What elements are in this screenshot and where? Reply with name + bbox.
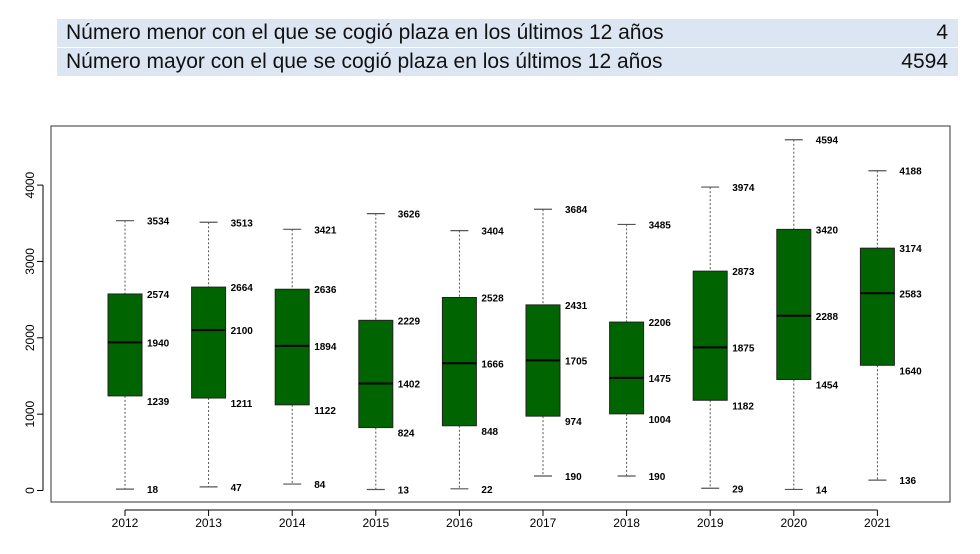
label-max-2019: 3974 [732, 183, 755, 194]
label-min-2016: 22 [481, 485, 493, 496]
box-2021 [859, 247, 895, 366]
label-q3-2020: 3420 [816, 225, 839, 236]
x-tick-label-2018: 2018 [613, 516, 640, 530]
label-min-2015: 13 [398, 486, 410, 497]
label-q3-2018: 2206 [649, 318, 672, 329]
info-value-max: 4594 [901, 50, 948, 73]
label-max-2020: 4594 [816, 136, 839, 147]
label-min-2013: 47 [231, 483, 243, 494]
label-q1-2013: 1211 [231, 399, 253, 410]
label-q3-2016: 2528 [481, 293, 504, 304]
x-tick-label-2021: 2021 [864, 516, 891, 530]
info-value-min: 4 [936, 21, 948, 44]
x-tick-label-2019: 2019 [697, 516, 724, 530]
x-tick-label-2014: 2014 [279, 516, 306, 530]
label-min-2018: 190 [649, 472, 666, 483]
y-tick-label-1000: 1000 [23, 400, 37, 427]
label-median-2012: 1940 [147, 338, 170, 349]
info-label-min: Número menor con el que se cogió plaza e… [66, 21, 664, 44]
label-q1-2014: 1122 [314, 406, 336, 417]
label-q3-2021: 3174 [899, 244, 922, 255]
box-2014 [274, 288, 310, 406]
label-max-2016: 3404 [481, 227, 504, 238]
label-median-2018: 1475 [649, 374, 672, 385]
box-2016 [441, 296, 477, 427]
label-max-2021: 4188 [899, 167, 922, 178]
label-median-2016: 1666 [481, 359, 504, 370]
label-min-2014: 84 [314, 480, 326, 491]
y-tick-label-4000: 4000 [23, 171, 37, 198]
x-tick-label-2015: 2015 [362, 516, 389, 530]
label-q1-2020: 1454 [816, 380, 839, 391]
label-q1-2019: 1182 [732, 401, 754, 412]
label-q1-2021: 1640 [899, 366, 922, 377]
x-tick-label-2020: 2020 [780, 516, 807, 530]
label-q1-2017: 974 [565, 417, 582, 428]
label-q3-2017: 2431 [565, 301, 588, 312]
label-median-2020: 2288 [816, 312, 839, 323]
label-min-2017: 190 [565, 472, 582, 483]
label-median-2017: 1705 [565, 356, 588, 367]
label-q1-2012: 1239 [147, 397, 170, 408]
box-2018 [609, 321, 645, 415]
label-max-2017: 3684 [565, 205, 588, 216]
box-2015 [358, 319, 394, 429]
y-tick-label-0: 0 [23, 487, 37, 494]
label-median-2019: 1875 [732, 343, 755, 354]
label-max-2015: 3626 [398, 210, 421, 221]
label-q3-2014: 2636 [314, 285, 337, 296]
x-tick-label-2013: 2013 [195, 516, 222, 530]
info-label-max: Número mayor con el que se cogió plaza e… [66, 50, 663, 73]
label-median-2015: 1402 [398, 379, 421, 390]
label-min-2020: 14 [816, 485, 828, 496]
label-min-2012: 18 [147, 485, 159, 496]
info-table: Número menor con el que se cogió plaza e… [57, 19, 958, 76]
label-q3-2019: 2873 [732, 267, 755, 278]
label-median-2021: 2583 [899, 289, 922, 300]
label-q3-2015: 2229 [398, 316, 421, 327]
label-q1-2018: 1004 [649, 415, 672, 426]
label-q3-2012: 2574 [147, 290, 170, 301]
label-median-2013: 2100 [231, 326, 254, 337]
x-tick-label-2012: 2012 [112, 516, 139, 530]
label-q1-2015: 824 [398, 429, 415, 440]
label-max-2013: 3513 [231, 218, 254, 229]
x-tick-label-2017: 2017 [530, 516, 557, 530]
label-min-2021: 136 [899, 476, 916, 487]
box-2012 [107, 293, 143, 397]
label-min-2019: 29 [732, 484, 744, 495]
label-max-2012: 3534 [147, 217, 170, 228]
label-max-2014: 3421 [314, 225, 337, 236]
x-tick-label-2016: 2016 [446, 516, 473, 530]
label-median-2014: 1894 [314, 342, 337, 353]
plot-frame [50, 125, 951, 503]
label-q3-2013: 2664 [231, 283, 254, 294]
label-q1-2016: 848 [481, 427, 498, 438]
label-max-2018: 3485 [649, 220, 672, 231]
info-row-min: Número menor con el que se cogió plaza e… [57, 19, 958, 47]
box-2013 [191, 286, 227, 399]
info-row-max: Número mayor con el que se cogió plaza e… [57, 48, 958, 76]
box-2020 [776, 228, 812, 380]
y-tick-label-3000: 3000 [23, 248, 37, 275]
box-2019 [692, 270, 728, 401]
y-tick-label-2000: 2000 [23, 324, 37, 351]
